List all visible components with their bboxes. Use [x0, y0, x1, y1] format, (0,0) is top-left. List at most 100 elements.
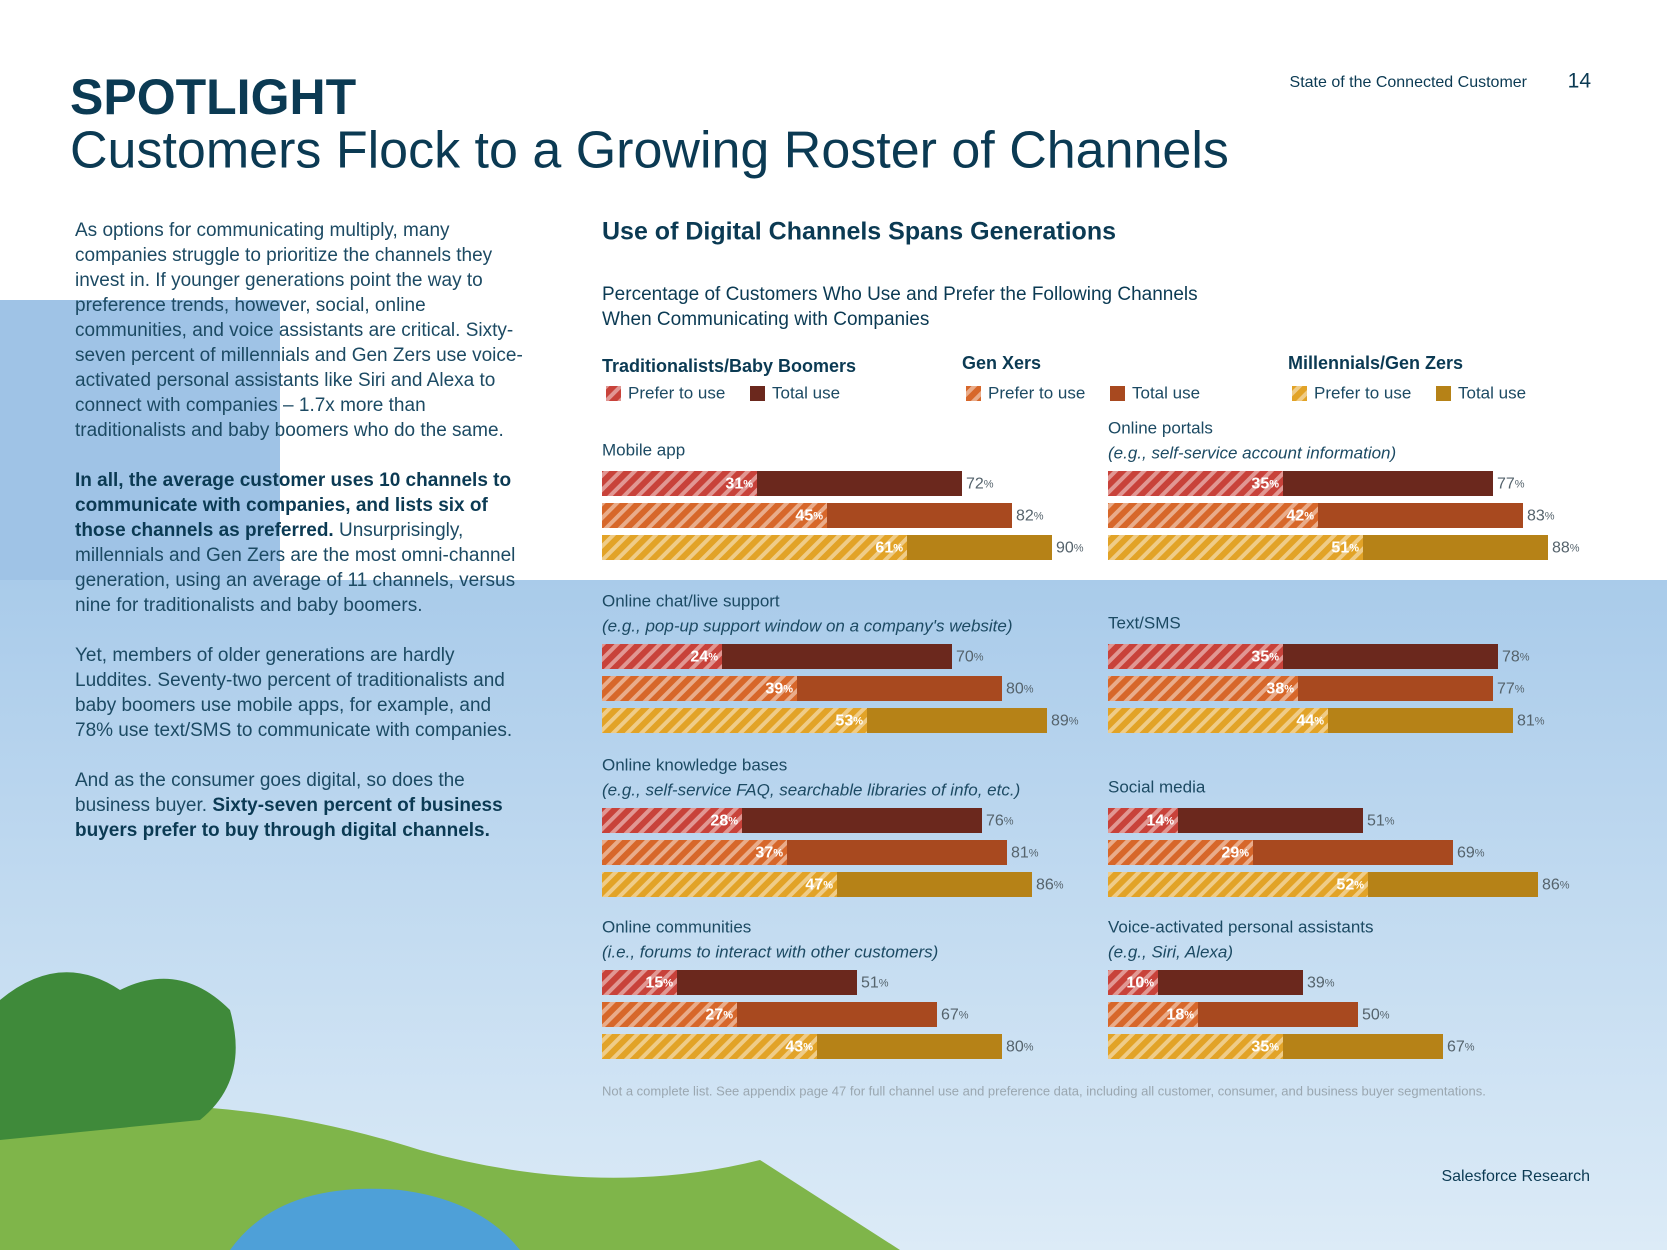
- prefer-label: 15%: [645, 975, 673, 992]
- source: Salesforce Research: [1441, 1168, 1590, 1185]
- unit: %: [813, 510, 823, 522]
- value: 76: [986, 813, 1004, 830]
- text: As options for communicating multiply, m…: [75, 220, 523, 441]
- panel-label: Mobile app: [602, 440, 685, 459]
- value: 86: [1036, 877, 1054, 894]
- prefer-bar: [1108, 840, 1253, 865]
- total-label: 67%: [941, 1007, 969, 1024]
- unit: %: [708, 651, 718, 663]
- value: 51: [861, 975, 879, 992]
- bold-text: In all, the average customer uses 10 cha…: [75, 470, 512, 541]
- body-text: As options for communicating multiply, m…: [75, 218, 523, 868]
- unit: %: [1520, 651, 1530, 663]
- unit: %: [1349, 542, 1359, 554]
- value: 18: [1166, 1007, 1184, 1024]
- chart-subtitle: When Communicating with Companies: [602, 309, 929, 330]
- legend-label: Prefer to use: [1314, 383, 1411, 402]
- legend-label: Total use: [1132, 383, 1200, 402]
- prefer-label: 35%: [1251, 649, 1279, 666]
- total-label: 80%: [1006, 1039, 1034, 1056]
- panel-note: (e.g., self-service account information): [1108, 443, 1396, 462]
- footnote: Not a complete list. See appendix page 4…: [602, 1083, 1486, 1098]
- page-number: 14: [1568, 70, 1592, 93]
- value: 80: [1006, 681, 1024, 698]
- value: 27: [705, 1007, 723, 1024]
- total-label: 76%: [986, 813, 1014, 830]
- prefer-bar: [1108, 1002, 1198, 1027]
- prefer-bar: [1108, 471, 1283, 496]
- legend-title: Traditionalists/Baby Boomers: [602, 356, 856, 376]
- prefer-label: 45%: [795, 508, 823, 525]
- value: 35: [1251, 476, 1269, 493]
- value: 29: [1221, 845, 1239, 862]
- unit: %: [728, 815, 738, 827]
- prefer-bar: [602, 503, 827, 528]
- legend-label: Total use: [772, 383, 840, 402]
- prefer-bar: [602, 1034, 817, 1059]
- total-label: 72%: [966, 476, 994, 493]
- hill: [0, 1105, 900, 1250]
- value: 53: [835, 713, 853, 730]
- prefer-bar: [602, 970, 677, 995]
- value: 47: [805, 877, 823, 894]
- total-label: 82%: [1016, 508, 1044, 525]
- unit: %: [1515, 478, 1525, 490]
- panel-label: Online communities: [602, 917, 751, 936]
- value: 51: [1331, 540, 1349, 557]
- prefer-label: 24%: [690, 649, 718, 666]
- unit: %: [823, 879, 833, 891]
- panel-label: Online portals: [1108, 418, 1213, 437]
- value: 50: [1362, 1007, 1380, 1024]
- unit: %: [1024, 1041, 1034, 1053]
- unit: %: [1269, 1041, 1279, 1053]
- unit: %: [1385, 815, 1395, 827]
- unit: %: [1029, 847, 1039, 859]
- kicker: SPOTLIGHT: [70, 69, 356, 125]
- unit: %: [1024, 683, 1034, 695]
- unit: %: [803, 1041, 813, 1053]
- value: 38: [1266, 681, 1284, 698]
- unit: %: [959, 1009, 969, 1021]
- total-label: 86%: [1036, 877, 1064, 894]
- value: 67: [941, 1007, 959, 1024]
- prefer-label: 29%: [1221, 845, 1249, 862]
- chart-subtitle: Percentage of Customers Who Use and Pref…: [602, 284, 1198, 305]
- unit: %: [773, 847, 783, 859]
- unit: %: [1034, 510, 1044, 522]
- panel-label: Online knowledge bases: [602, 755, 787, 774]
- value: 78: [1502, 649, 1520, 666]
- unit: %: [663, 977, 673, 989]
- unit: %: [1164, 815, 1174, 827]
- total-label: 77%: [1497, 476, 1525, 493]
- prefer-label: 31%: [725, 476, 753, 493]
- legend-swatch: [1110, 386, 1125, 401]
- prefer-bar: [602, 708, 867, 733]
- background-block: [0, 300, 280, 590]
- unit: %: [1475, 847, 1485, 859]
- unit: %: [1354, 879, 1364, 891]
- prefer-label: 44%: [1296, 713, 1324, 730]
- unit: %: [1515, 683, 1525, 695]
- prefer-label: 39%: [765, 681, 793, 698]
- prefer-label: 42%: [1286, 508, 1314, 525]
- unit: %: [1054, 879, 1064, 891]
- paragraph: As options for communicating multiply, m…: [75, 218, 523, 443]
- prefer-bar: [1108, 535, 1363, 560]
- prefer-label: 38%: [1266, 681, 1294, 698]
- prefer-bar: [1108, 808, 1178, 833]
- panel-note: (e.g., self-service FAQ, searchable libr…: [602, 780, 1020, 799]
- unit: %: [879, 977, 889, 989]
- unit: %: [783, 683, 793, 695]
- prefer-label: 14%: [1146, 813, 1174, 830]
- value: 67: [1447, 1039, 1465, 1056]
- value: 43: [785, 1039, 803, 1056]
- total-label: 83%: [1527, 508, 1555, 525]
- prefer-label: 47%: [805, 877, 833, 894]
- prefer-bar: [1108, 503, 1318, 528]
- panel-note: (e.g., pop-up support window on a compan…: [602, 616, 1013, 635]
- chart-title: Use of Digital Channels Spans Generation…: [602, 218, 1116, 246]
- value: 72: [966, 476, 984, 493]
- legend-swatch: [1292, 386, 1307, 401]
- value: 83: [1527, 508, 1545, 525]
- legend-swatch: [750, 386, 765, 401]
